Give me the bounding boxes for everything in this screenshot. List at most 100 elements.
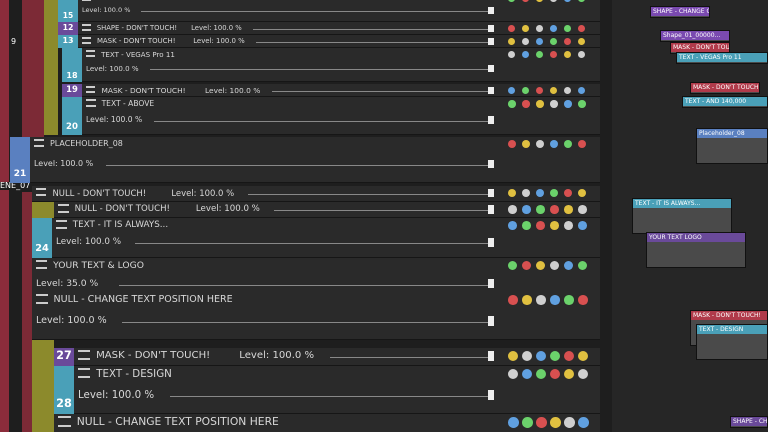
track-row xyxy=(54,414,600,432)
track-row xyxy=(58,22,600,35)
fx-icon xyxy=(578,295,588,305)
fx-icon xyxy=(536,189,545,198)
menu-icon xyxy=(82,24,91,31)
track-row xyxy=(32,218,600,258)
track-number-box xyxy=(54,348,74,366)
fx-icon xyxy=(564,0,571,2)
timeline-clip: TEXT - DESIGN xyxy=(696,324,768,360)
menu-icon xyxy=(78,350,91,361)
fx-icon xyxy=(522,417,533,428)
fx-icon xyxy=(508,140,516,148)
track-number: 18 xyxy=(66,69,78,80)
fx-icon xyxy=(522,140,530,148)
track-name: MASK - DON'T TOUCH! xyxy=(96,350,211,361)
timeline-clip: SHAPE - CHANGE... xyxy=(730,416,768,428)
fx-icon xyxy=(564,51,572,59)
fx-icon xyxy=(564,221,573,230)
fx-icon xyxy=(578,87,586,95)
track-name: NULL - DON'T TOUCH! xyxy=(52,188,147,198)
clip-label: Placeholder_08 xyxy=(697,129,767,138)
track-name: YOUR TEXT & LOGO xyxy=(53,260,144,271)
track-name: SHAPE - DON'T TOUCH! xyxy=(96,24,178,32)
slider-knob xyxy=(488,25,494,32)
level-slider xyxy=(170,396,490,398)
fx-icon xyxy=(522,351,533,362)
clip-label: Shape_01_00000... xyxy=(661,31,729,40)
fx-icon xyxy=(550,417,561,428)
menu-icon xyxy=(58,204,69,213)
fx-icon xyxy=(522,221,531,230)
menu-icon xyxy=(82,37,91,44)
fx-icon xyxy=(536,87,544,95)
track-number-box xyxy=(10,137,30,183)
group-bar xyxy=(0,0,9,432)
clip-label: MASK - DON'T TOUCH! xyxy=(671,43,730,52)
fx-icon xyxy=(550,295,560,305)
fx-icon xyxy=(522,295,532,305)
clip-label: MASK - DON'T TOUCH! xyxy=(691,83,760,92)
fx-icon xyxy=(522,38,529,45)
fx-icon xyxy=(508,261,518,271)
track-level: Level: 100.0 % xyxy=(171,188,235,198)
track-level: Level: 100.0 % xyxy=(82,6,131,14)
slider-knob xyxy=(488,189,494,198)
fx-icon xyxy=(550,140,558,148)
track-level: Level: 100.0 % xyxy=(205,86,261,95)
track-row xyxy=(54,366,600,414)
track-level: Level: 100.0 % xyxy=(239,350,315,361)
level-slider xyxy=(255,42,490,44)
fx-icon xyxy=(578,51,586,59)
fx-icon xyxy=(550,51,558,59)
menu-icon xyxy=(56,220,67,229)
group-bar xyxy=(22,0,44,180)
fx-icon xyxy=(564,38,571,45)
slider-knob xyxy=(488,116,494,124)
track-number: 12 xyxy=(62,23,74,33)
menu-icon xyxy=(86,86,96,94)
timeline-clip: TEXT - IT IS ALWAYS... xyxy=(632,198,732,234)
fx-icon xyxy=(550,261,560,271)
slider-knob xyxy=(488,38,494,45)
fx-icon xyxy=(550,205,559,214)
fx-icon xyxy=(508,38,515,45)
fx-icon xyxy=(564,205,573,214)
fx-icon xyxy=(536,295,546,305)
menu-icon xyxy=(58,416,71,427)
fx-icon xyxy=(522,369,533,380)
clip-label: TEXT - DESIGN xyxy=(697,325,767,334)
fx-icon xyxy=(564,189,573,198)
slider-knob xyxy=(488,316,494,326)
fx-icon xyxy=(578,25,585,32)
slider-knob xyxy=(488,87,494,95)
level-slider xyxy=(252,29,490,31)
fx-icon xyxy=(550,189,559,198)
slider-knob xyxy=(488,65,494,73)
group-bar xyxy=(44,0,58,135)
fx-icon xyxy=(522,189,531,198)
fx-icon xyxy=(522,25,529,32)
clip-label: SHAPE - CHANGE... xyxy=(731,417,768,426)
fx-icon xyxy=(564,295,574,305)
fx-icon xyxy=(508,0,515,2)
track-level: Level: 100.0 % xyxy=(78,389,155,401)
track-number-box xyxy=(62,97,82,135)
track-number: 19 xyxy=(66,84,78,95)
fx-icon xyxy=(508,221,517,230)
level-slider xyxy=(154,120,490,122)
track-name: NULL - CHANGE TEXT POSITION HERE xyxy=(53,294,233,305)
fx-icon xyxy=(536,0,543,2)
track-row xyxy=(32,292,600,340)
level-slider xyxy=(105,164,490,166)
fx-icon xyxy=(578,140,586,148)
fx-icon xyxy=(508,189,517,198)
fx-icon xyxy=(508,295,518,305)
fx-icon xyxy=(550,87,558,95)
menu-icon xyxy=(82,0,91,1)
track-level: Level: 100.0 % xyxy=(191,24,242,32)
fx-icon xyxy=(536,369,547,380)
track-level: Level: 100.0 % xyxy=(34,159,94,168)
fx-icon xyxy=(564,261,574,271)
track-number: 27 xyxy=(56,348,72,362)
group-bar xyxy=(22,192,32,432)
fx-icon xyxy=(536,100,544,108)
